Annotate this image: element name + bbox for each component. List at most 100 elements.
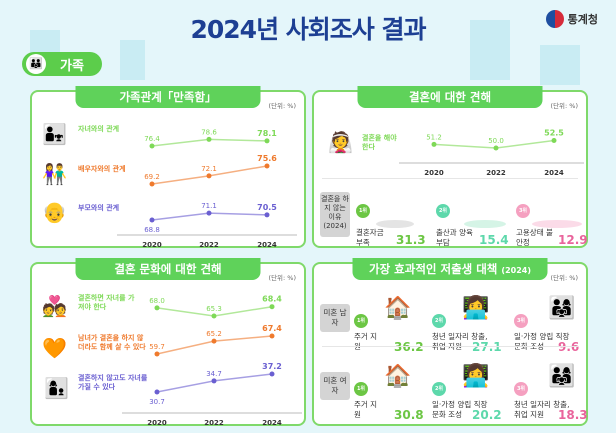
x-tick-label: 2020 <box>147 419 167 427</box>
data-label: 78.6 <box>201 128 217 136</box>
panel-family-satisfaction: 가족관계「만족함」 (단위: %) 👨‍👧 자녀와의 관계 👫 배우자와의 관계… <box>30 86 306 249</box>
reason-value: 12.9 <box>558 233 588 247</box>
data-label: 50.0 <box>488 137 504 145</box>
policy-value: 36.2 <box>394 340 424 354</box>
family-icon: 👪 <box>26 54 46 74</box>
data-point <box>154 389 160 395</box>
policy-illustration-icon: 👨‍👩‍👧 <box>548 296 576 321</box>
data-label: 52.5 <box>544 129 564 138</box>
page-title: 2024년 사회조사 결과 <box>190 15 427 44</box>
mother-child-icon: 👩‍👦 <box>44 376 69 400</box>
data-point <box>149 181 155 187</box>
policy-illustration-icon: 🏠 <box>384 296 412 321</box>
unit-label: (단위: %) <box>550 102 578 110</box>
data-point <box>264 212 270 218</box>
data-point <box>206 173 212 179</box>
group-label: 미혼 남자 <box>320 304 350 332</box>
data-point <box>493 145 499 151</box>
rank-badge: 3위 <box>516 204 530 218</box>
x-tick-label: 2020 <box>142 241 162 249</box>
logo: 통계청 <box>545 10 598 28</box>
row-label: 배우자와의 관계 <box>78 165 126 173</box>
building-decoration <box>470 20 510 80</box>
reason-label: 고용상태 불안정 <box>516 228 553 247</box>
row-label: 남녀가 결혼을 하지 않더라도 함께 살 수 있다 <box>78 334 146 351</box>
data-label: 78.1 <box>257 129 277 138</box>
data-point <box>269 371 275 377</box>
rank-badge: 2위 <box>436 204 450 218</box>
pregnant-woman-stroller-illustration <box>464 220 506 228</box>
data-label: 59.7 <box>149 343 165 351</box>
rank-badge: 2위 <box>432 382 446 396</box>
section-tag: 👪 가족 <box>22 52 102 76</box>
data-point <box>551 138 557 143</box>
policy-value: 18.3 <box>558 408 588 422</box>
data-point <box>149 143 155 149</box>
data-label: 76.4 <box>144 135 160 143</box>
data-point <box>211 313 217 319</box>
panel-low-birth-policy: 가장 효과적인 저출생 대책 (2024) (단위: %) 미혼 남자 1위 🏠 주거… <box>312 258 588 426</box>
rank-badge: 3위 <box>514 314 528 328</box>
couple-hug-icon: 🧡 <box>42 336 67 360</box>
data-point <box>211 378 217 384</box>
data-point <box>206 136 212 142</box>
logo-text: 통계청 <box>567 13 598 26</box>
x-tick-label: 2024 <box>262 419 282 427</box>
policy-label: 일·가정 양립 직장문화 조성 <box>432 400 488 419</box>
data-label: 68.4 <box>262 295 282 304</box>
x-tick-label: 2022 <box>204 419 224 427</box>
data-label: 71.1 <box>201 202 217 210</box>
panel-title: 가족관계「만족함」 <box>75 86 261 108</box>
x-tick-label: 2022 <box>199 241 219 249</box>
rank-badge: 2위 <box>432 314 446 328</box>
rank-badge: 1위 <box>354 382 368 396</box>
data-label: 68.8 <box>144 226 160 234</box>
policy-value: 30.8 <box>394 408 424 422</box>
unit-label: (단위: %) <box>550 274 578 282</box>
panel-marriage-culture: 결혼 문화에 대한 견해 (단위: %) 💑 결혼하면 자녀를 가져야 한다 🧡… <box>30 258 306 427</box>
data-label: 30.7 <box>149 398 165 406</box>
data-label: 69.2 <box>144 173 160 181</box>
panel-title-text: 가장 효과적인 저출생 대책 <box>369 262 498 276</box>
unit-label: (단위: %) <box>268 102 296 110</box>
data-label: 65.2 <box>206 330 222 338</box>
divider <box>322 178 578 179</box>
policy-label: 주거 지원 <box>354 332 378 351</box>
row-label: 결혼하면 자녀를 가져야 한다 <box>78 294 135 311</box>
parent-child-icon: 👨‍👧 <box>42 122 67 146</box>
row-label: 자녀와의 관계 <box>78 125 120 133</box>
data-label: 75.6 <box>257 154 277 163</box>
culture-line-chart: 2020 2022 2024 68.0 65.3 68.4 59.7 65.2 67.4 30.7… <box>122 295 302 427</box>
reasons-label: 결혼을 하지 않는 이유 (2024) <box>320 192 350 237</box>
row-label: 결혼을 해야 한다 <box>362 134 397 151</box>
data-point <box>431 141 437 147</box>
data-point <box>154 351 160 357</box>
policy-illustration-icon: 👨‍👩‍👧 <box>548 364 576 389</box>
money-box-illustration <box>376 220 414 228</box>
unit-label: (단위: %) <box>268 274 296 282</box>
policy-label: 청년 일자리 창출, 취업 지원 <box>514 400 570 419</box>
section-tag-label: 가족 <box>60 58 84 74</box>
data-label: 67.4 <box>262 324 282 333</box>
bride-groom-icon: 💑 <box>42 294 67 318</box>
marriage-line-chart: 2020 2022 2024 51.2 50.0 52.5 <box>399 129 584 177</box>
building-decoration <box>120 40 145 80</box>
panel-title-year: (2024) <box>501 266 531 275</box>
worker-building-illustration <box>532 220 582 228</box>
policy-value: 20.2 <box>472 408 502 422</box>
data-label: 70.5 <box>257 203 277 212</box>
divider <box>322 346 578 347</box>
data-point <box>154 305 160 311</box>
data-point <box>264 163 270 169</box>
taegeuk-logo-icon <box>545 10 564 28</box>
panel-title: 가장 효과적인 저출생 대책 (2024) <box>352 258 548 280</box>
data-label: 68.0 <box>149 297 165 305</box>
policy-value: 27.1 <box>472 340 502 354</box>
rank-badge: 3위 <box>514 382 528 396</box>
rank-badge: 1위 <box>356 204 370 218</box>
group-label: 미혼 여자 <box>320 372 350 400</box>
couple-icon: 👫 <box>42 162 67 186</box>
elderly-parents-icon: 👴 <box>42 200 67 224</box>
x-tick-label: 2024 <box>544 169 564 177</box>
data-point <box>206 210 212 216</box>
